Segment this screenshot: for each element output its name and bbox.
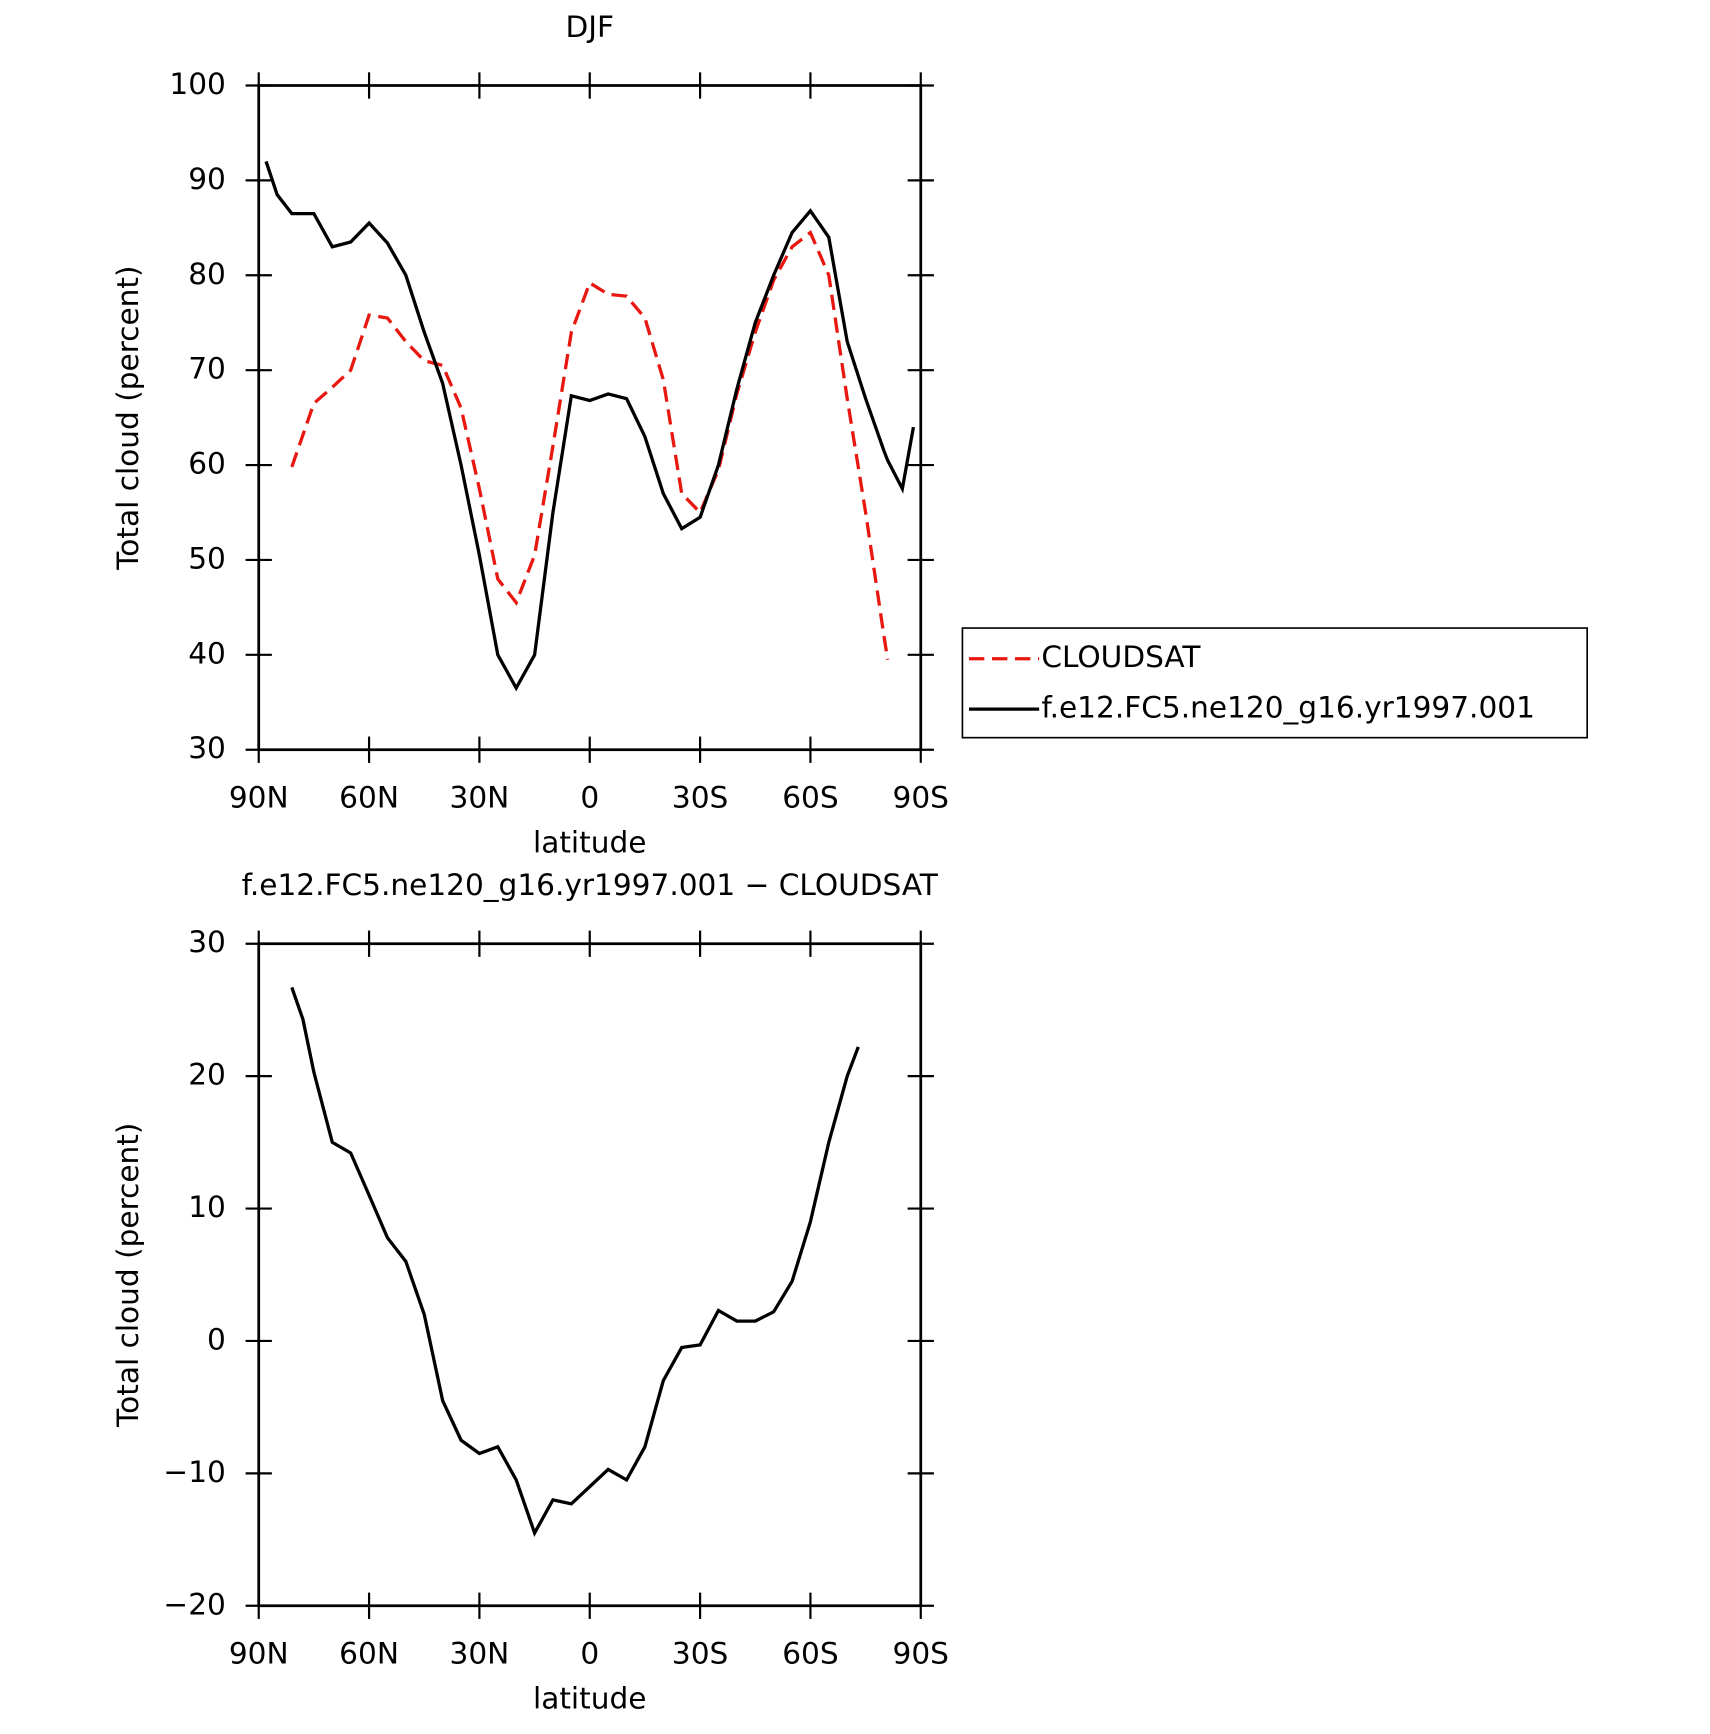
y-tick-label: 20	[188, 1058, 226, 1092]
y-axis-label: Total cloud (percent)	[111, 1123, 145, 1428]
y-tick-label: −10	[163, 1455, 225, 1489]
y-tick-label: −20	[163, 1587, 225, 1621]
x-tick-label: 30S	[672, 1637, 728, 1671]
plot-frame	[257, 84, 923, 752]
y-tick-label: 10	[188, 1190, 226, 1224]
x-tick-label: 90S	[893, 781, 949, 815]
x-tick-label: 0	[580, 1637, 599, 1671]
legend-label: CLOUDSAT	[1041, 640, 1201, 674]
chart-title: DJF	[565, 10, 614, 44]
y-tick-label: 90	[188, 162, 226, 196]
y-tick-label: 40	[188, 636, 226, 670]
x-tick-label: 60N	[339, 1637, 399, 1671]
series-line	[290, 986, 860, 1537]
y-tick-label: 30	[188, 925, 226, 959]
y-axis-label: Total cloud (percent)	[111, 265, 145, 570]
chart-title: f.e12.FC5.ne120_g16.yr1997.001 − CLOUDSA…	[242, 868, 939, 902]
y-tick-label: 50	[188, 541, 226, 575]
y-tick-label: 100	[169, 67, 225, 101]
legend: CLOUDSAT f.e12.FC5.ne120_g16.yr1997.001	[961, 627, 1589, 739]
x-tick-label: 90N	[229, 781, 289, 815]
x-tick-label: 30N	[450, 781, 510, 815]
x-tick-label: 90S	[893, 1637, 949, 1671]
y-tick-label: 70	[188, 352, 226, 386]
legend-box	[961, 627, 1589, 739]
x-tick-label: 90N	[229, 1637, 289, 1671]
y-tick-label: 30	[188, 731, 226, 765]
x-tick-label: 60S	[782, 1637, 838, 1671]
y-tick-label: 80	[188, 257, 226, 291]
x-axis-label: latitude	[533, 825, 646, 859]
x-tick-label: 30N	[450, 1637, 510, 1671]
y-tick-label: 0	[207, 1322, 226, 1356]
plot-frame	[257, 942, 923, 1608]
x-axis-label: latitude	[533, 1682, 646, 1716]
series-line	[264, 160, 916, 692]
x-tick-label: 60N	[339, 781, 399, 815]
x-tick-label: 60S	[782, 781, 838, 815]
series-line	[290, 229, 890, 660]
x-tick-label: 0	[580, 781, 599, 815]
y-tick-label: 60	[188, 447, 226, 481]
x-tick-label: 30S	[672, 781, 728, 815]
legend-label: f.e12.FC5.ne120_g16.yr1997.001	[1041, 691, 1535, 725]
